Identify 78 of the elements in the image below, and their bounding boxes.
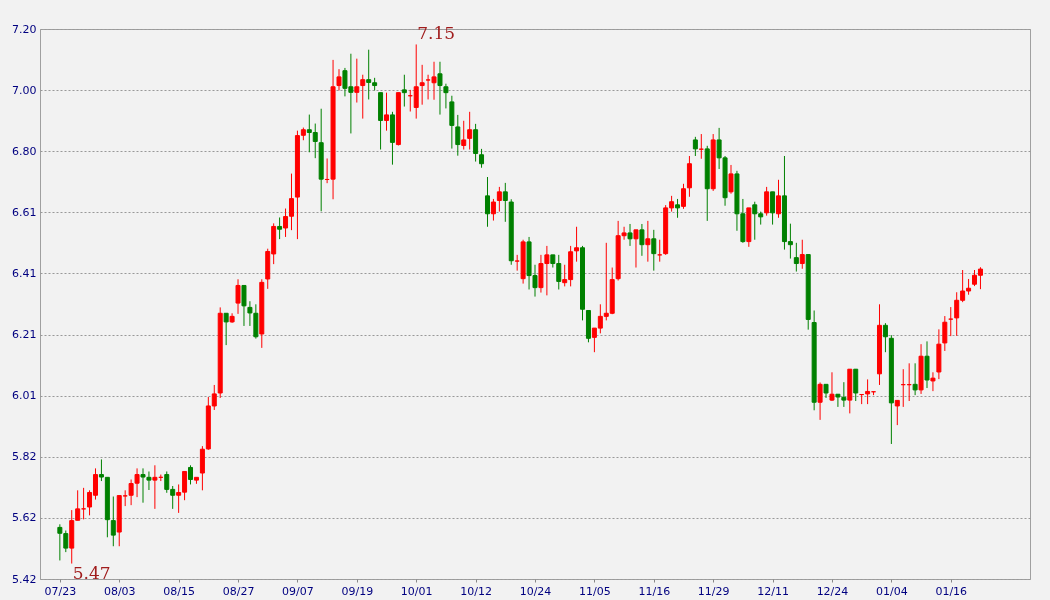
candlestick [633,229,639,269]
candlestick [443,83,449,109]
x-tick-label: 08/27 [222,584,255,598]
candlestick [110,496,116,547]
candlestick [657,239,663,263]
candlestick [490,198,496,222]
y-tick-label: 6.01 [12,389,37,403]
candlestick [484,176,490,228]
candlestick [223,312,229,346]
candlestick [277,216,283,240]
candlestick [336,68,342,91]
candlestick [502,182,508,223]
candlestick [692,136,698,157]
y-tick-label: 7.00 [12,83,37,97]
y-tick-label: 5.42 [12,572,37,586]
x-tick-label: 08/03 [103,584,136,598]
candlestick [853,368,859,402]
candlestick [639,223,645,257]
candlestick [241,284,247,327]
candlestick [924,340,930,389]
y-tick-label: 5.82 [12,450,37,464]
candlestick [360,74,366,120]
candlestick [912,362,918,396]
y-tick-label: 6.41 [12,266,37,280]
y-tick-label: 6.61 [12,205,37,219]
candlestick [793,242,799,273]
candlestick [235,278,241,315]
x-tick-label: 10/24 [519,584,552,598]
candlestick [829,371,835,402]
candlestick [467,111,473,151]
candlestick [455,114,461,157]
x-tick-label: 10/01 [400,584,433,598]
candlestick [675,198,681,219]
candlestick [770,191,776,226]
x-tick-label: 12/24 [816,584,849,598]
y-tick-label: 7.20 [12,22,37,36]
candlestick [882,322,888,353]
y-tick-label: 6.21 [12,328,37,342]
x-tick-label: 07/23 [44,584,77,598]
x-tick-label: 12/11 [757,584,789,598]
candlestick [401,74,407,108]
candlestick [461,120,467,151]
x-tick-label: 11/16 [638,584,671,598]
y-tick-label: 5.62 [12,511,37,525]
x-tick-label: 08/15 [163,584,195,598]
candlestick [188,464,194,485]
annotation: 7.15 [417,23,456,44]
y-tick-label: 6.80 [12,144,37,158]
candlestick [437,61,443,116]
x-tick-label: 11/05 [579,584,611,598]
candlestick [776,179,782,219]
candlestick [384,92,390,132]
candlestick [942,315,948,352]
candlestick [627,223,633,247]
candlestick [354,58,360,104]
candlestick [728,164,734,195]
candlestick [413,43,419,120]
candlestick [764,186,770,217]
candlestick [799,239,805,270]
x-tick-label: 09/19 [341,584,374,598]
candlestick [479,148,485,169]
candlestick [680,183,686,210]
x-tick-label: 01/16 [935,584,968,598]
x-tick-label: 01/04 [876,584,908,598]
candlestick [496,186,502,213]
x-tick-label: 09/07 [282,584,314,598]
candlestick [651,229,657,272]
candlestick [81,487,87,520]
candlestick [930,371,936,392]
candlestick [817,381,823,421]
x-tick-label: 11/29 [697,584,730,598]
candlestick [419,64,425,106]
candlestick [894,399,900,426]
annotation: 5.47 [72,562,111,583]
x-tick-label: 10/12 [460,584,492,598]
candlestick [449,95,455,150]
candlestick [645,220,651,263]
candlestick [473,123,479,163]
